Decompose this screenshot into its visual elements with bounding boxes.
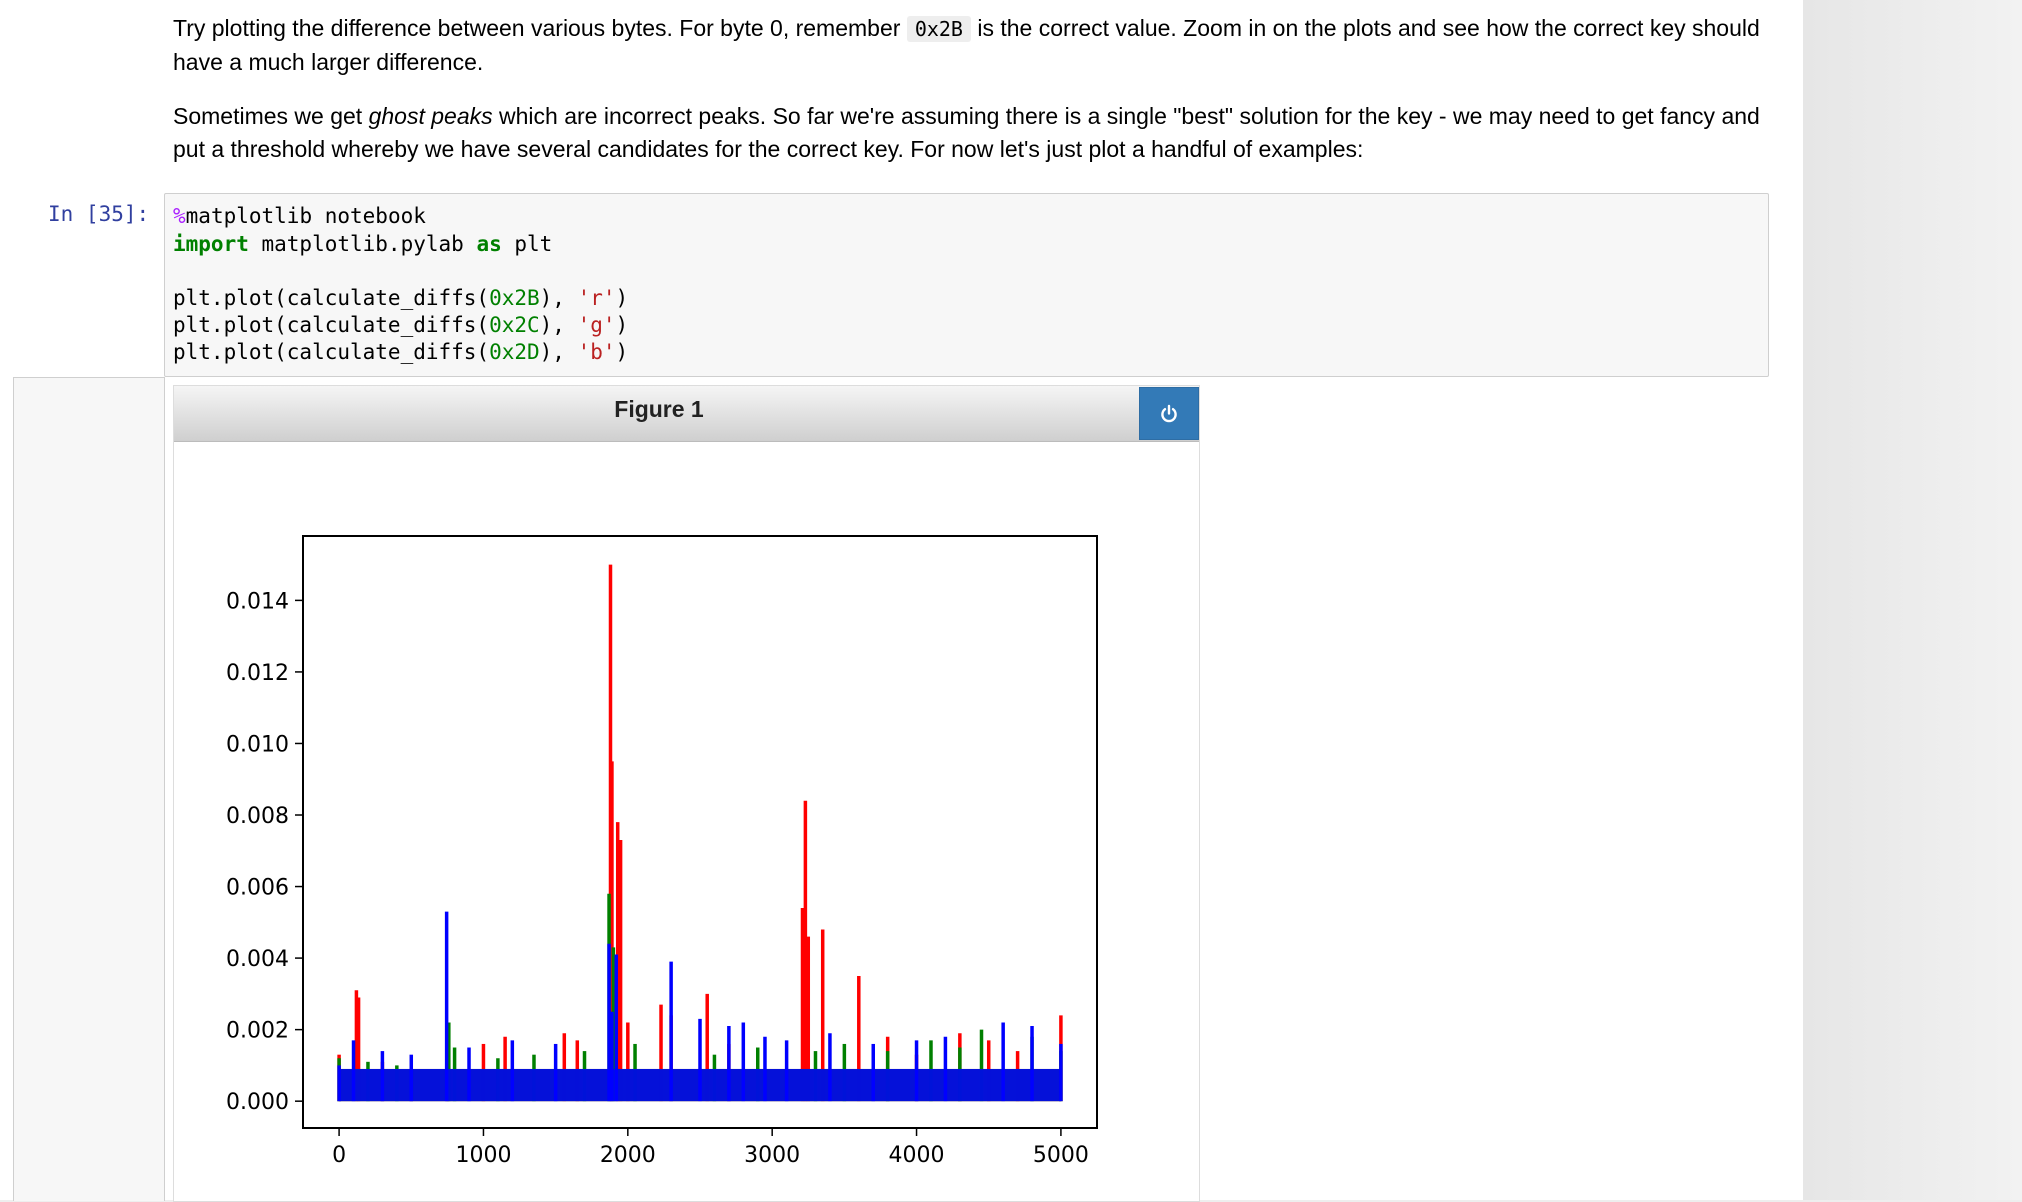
y-tick-label: 0.008 xyxy=(226,804,289,829)
y-tick-label: 0.010 xyxy=(226,732,289,757)
code-line-plot-2: plt.plot(calculate_diffs(0x2C), 'g') xyxy=(173,311,628,339)
inline-code-0x2B: 0x2B xyxy=(906,16,971,42)
plot-series-group xyxy=(337,564,1063,1102)
y-tick-label: 0.000 xyxy=(226,1090,289,1115)
y-tick-label: 0.006 xyxy=(226,876,289,901)
x-tick-label: 1000 xyxy=(455,1143,511,1168)
p1-text-b: is the correct value. Zoom in on the plo… xyxy=(173,15,1760,75)
magic-command: matplotlib notebook xyxy=(185,204,426,228)
figure-title: Figure 1 xyxy=(614,396,704,422)
code-close: ) xyxy=(615,313,629,337)
module-name: matplotlib.pylab xyxy=(248,232,477,256)
y-axis: 0.000 0.002 0.004 0.006 0.008 0.010 0.012 0.014 xyxy=(226,589,303,1115)
code-string: 'b' xyxy=(577,340,616,364)
x-tick-label: 0 xyxy=(332,1143,346,1168)
close-figure-button[interactable] xyxy=(1139,387,1199,440)
code-line-1: %matplotlib notebook xyxy=(173,202,426,230)
p1-text-a: Try plotting the difference between vari… xyxy=(173,15,907,41)
y-tick-label: 0.012 xyxy=(226,661,289,686)
figure-header: Figure 1 xyxy=(174,386,1199,442)
x-tick-label: 3000 xyxy=(744,1143,800,1168)
code-call: plt.plot(calculate_diffs( xyxy=(173,286,490,310)
x-tick-label: 4000 xyxy=(889,1143,945,1168)
notebook-page: Try plotting the difference between vari… xyxy=(0,0,1803,1202)
code-line-2: import matplotlib.pylab as plt xyxy=(173,230,552,258)
code-string: 'g' xyxy=(577,313,616,337)
markdown-paragraph-2: Sometimes we get ghost peaks which are i… xyxy=(173,100,1763,166)
code-number: 0x2B xyxy=(489,286,540,310)
code-line-plot-1: plt.plot(calculate_diffs(0x2B), 'r') xyxy=(173,284,628,312)
output-prompt-area xyxy=(13,377,165,1201)
keyword-as: as xyxy=(476,232,502,256)
chart-canvas[interactable]: 0 1000 2000 3000 4000 5000 0.0000.0020.0040.0… xyxy=(174,441,1199,1201)
x-tick-label: 5000 xyxy=(1033,1143,1089,1168)
x-axis: 0 1000 2000 3000 4000 5000 xyxy=(332,1128,1089,1168)
y-tick-label: 0.004 xyxy=(226,947,289,972)
code-call: plt.plot(calculate_diffs( xyxy=(173,313,490,337)
cell-prompt: In [35]: xyxy=(48,202,150,226)
code-sep: ), xyxy=(539,340,578,364)
code-sep: ), xyxy=(539,286,578,310)
code-number: 0x2C xyxy=(489,313,540,337)
y-tick-label: 0.014 xyxy=(226,589,289,614)
code-call: plt.plot(calculate_diffs( xyxy=(173,340,490,364)
code-number: 0x2D xyxy=(489,340,540,364)
axes-frame xyxy=(302,535,1098,1129)
code-close: ) xyxy=(615,340,629,364)
code-string: 'r' xyxy=(577,286,616,310)
magic-percent: % xyxy=(173,204,186,228)
code-close: ) xyxy=(615,286,629,310)
figure-widget[interactable]: Figure 1 0 1000 2000 3000 4000 5000 0.000 0.00… xyxy=(173,385,1200,1202)
code-cell-input[interactable]: %matplotlib notebook import matplotlib.p… xyxy=(164,193,1769,377)
keyword-import: import xyxy=(173,232,249,256)
series-2 xyxy=(337,911,1063,1102)
x-tick-label: 2000 xyxy=(600,1143,656,1168)
power-icon xyxy=(1161,404,1177,422)
p2-emphasis: ghost peaks xyxy=(368,103,493,129)
code-sep: ), xyxy=(539,313,578,337)
p2-text-b: which are incorrect peaks. So far we're … xyxy=(173,103,1760,162)
code-line-plot-3: plt.plot(calculate_diffs(0x2D), 'b') xyxy=(173,338,628,366)
page-right-margin xyxy=(1803,0,2022,1200)
p2-text-a: Sometimes we get xyxy=(173,103,369,129)
markdown-paragraph-1: Try plotting the difference between vari… xyxy=(173,12,1763,79)
module-alias: plt xyxy=(501,232,553,256)
y-tick-label: 0.002 xyxy=(226,1019,289,1044)
